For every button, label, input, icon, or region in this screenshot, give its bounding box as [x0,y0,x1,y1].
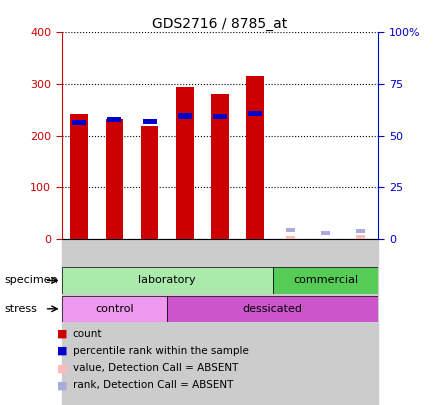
Text: stress: stress [4,304,37,314]
Text: percentile rank within the sample: percentile rank within the sample [73,346,249,356]
Bar [273,267,378,294]
Text: control: control [95,304,134,314]
Text: ■: ■ [57,363,68,373]
Text: specimen: specimen [4,275,58,286]
Bar [167,296,378,322]
Bar [211,94,229,239]
Bar [273,239,308,405]
Bar [62,239,97,405]
Bar [238,239,273,405]
Bar [97,239,132,405]
Bar [167,239,202,405]
Bar [106,119,123,239]
Bar [321,231,330,235]
Bar [248,111,262,116]
Bar [72,120,86,126]
Bar [343,239,378,405]
Text: rank, Detection Call = ABSENT: rank, Detection Call = ABSENT [73,380,233,390]
Text: commercial: commercial [293,275,358,286]
Text: ■: ■ [57,380,68,390]
Bar [286,228,295,232]
Bar [62,267,273,294]
Bar [246,76,264,239]
Bar [132,239,167,405]
Bar [143,119,157,124]
Text: value, Detection Call = ABSENT: value, Detection Call = ABSENT [73,363,238,373]
Bar [107,117,121,122]
Bar [178,113,192,119]
Bar [141,126,158,239]
Bar [62,296,167,322]
Text: GDS2716 / 8785_at: GDS2716 / 8785_at [152,17,288,31]
Text: ■: ■ [57,346,68,356]
Bar [202,239,238,405]
Bar [356,235,365,239]
Bar [176,87,194,239]
Bar [70,114,88,239]
Bar [308,239,343,405]
Text: laboratory: laboratory [139,275,196,286]
Bar [213,114,227,119]
Bar [286,237,295,239]
Text: ■: ■ [57,329,68,339]
Bar [356,229,365,233]
Text: dessicated: dessicated [243,304,303,314]
Text: count: count [73,329,102,339]
